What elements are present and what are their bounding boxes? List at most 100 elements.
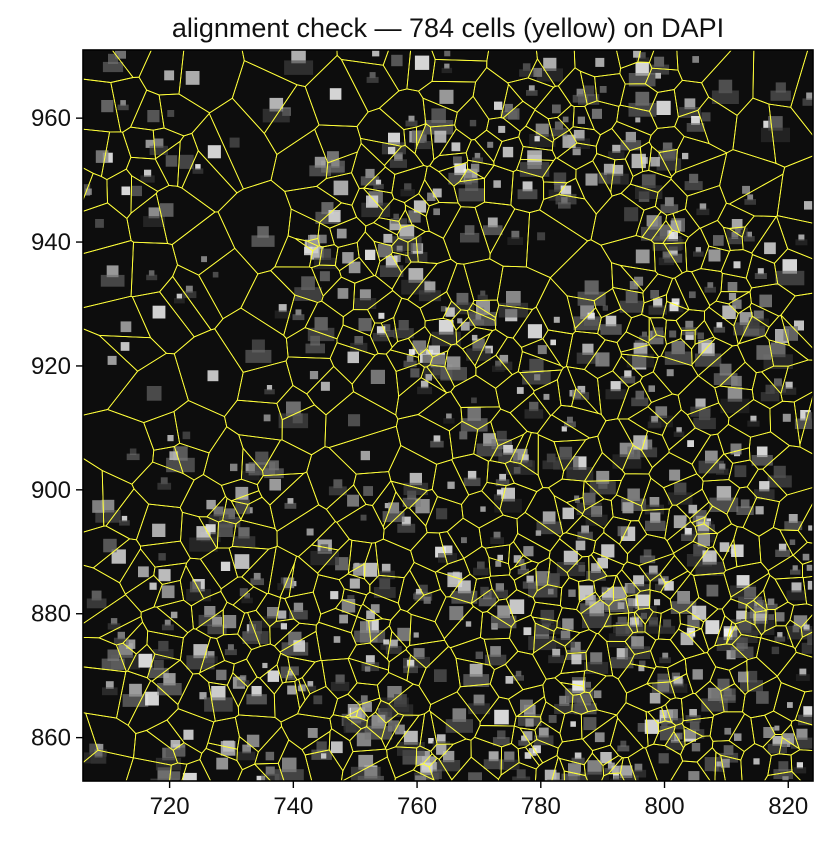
- dapi-nucleus: [689, 709, 697, 717]
- dapi-nucleus: [691, 116, 700, 125]
- cell-boundary: [627, 611, 639, 634]
- cell-boundary: [556, 738, 593, 766]
- cell-boundary: [363, 166, 396, 194]
- dapi-nucleus: [107, 355, 117, 365]
- cell-boundary: [407, 258, 458, 309]
- dapi-nucleus: [287, 498, 294, 504]
- cell-boundary: [155, 184, 216, 246]
- dapi-nucleus-halo: [754, 273, 767, 279]
- dapi-nucleus: [753, 310, 764, 321]
- cell-boundary: [669, 628, 706, 660]
- dapi-nucleus: [349, 578, 360, 589]
- dapi-nucleus-halo: [261, 616, 285, 628]
- dapi-nucleus: [121, 515, 128, 522]
- dapi-nucleus: [638, 665, 645, 672]
- y-tick-label: 940: [31, 229, 71, 256]
- dapi-nucleus: [697, 332, 704, 339]
- dapi-nucleus: [802, 553, 810, 561]
- dapi-nucleus: [478, 307, 485, 314]
- dapi-nucleus-halo: [261, 773, 280, 781]
- dapi-nucleus: [444, 50, 451, 57]
- dapi-nucleus-halo: [770, 90, 791, 101]
- dapi-nucleus: [333, 636, 341, 643]
- dapi-nucleus: [572, 680, 585, 693]
- dapi-nucleus: [682, 152, 689, 160]
- dapi-nucleus: [406, 355, 414, 362]
- dapi-nucleus: [738, 671, 749, 683]
- cell-boundary: [232, 658, 258, 688]
- dapi-nucleus: [457, 318, 463, 324]
- cell-boundary: [531, 639, 568, 680]
- dapi-nucleus: [689, 291, 696, 299]
- dapi-nucleus: [773, 465, 786, 478]
- dapi-nucleus-halo: [403, 360, 417, 368]
- dapi-nucleus-halo: [519, 69, 535, 77]
- dapi-nucleus: [663, 619, 672, 628]
- dapi-nucleus: [239, 588, 248, 597]
- dapi-nucleus-halo: [149, 145, 168, 155]
- dapi-nucleus: [189, 581, 201, 593]
- dapi-nucleus: [782, 413, 791, 422]
- dapi-nucleus: [791, 582, 802, 593]
- dapi-nucleus: [503, 445, 513, 455]
- dapi-nucleus-halo: [101, 658, 125, 671]
- dapi-nucleus-halo: [747, 420, 760, 427]
- dapi-nucleus-halo: [620, 376, 636, 384]
- dapi-nucleus-halo: [760, 127, 790, 143]
- dapi-nucleus-halo: [753, 605, 769, 614]
- dapi-nucleus-halo: [660, 204, 679, 214]
- dapi-nucleus: [562, 134, 576, 148]
- cell-boundary: [431, 459, 470, 506]
- dapi-nucleus: [656, 100, 671, 115]
- dapi-nucleus: [195, 164, 201, 170]
- dapi-nucleus: [595, 352, 610, 367]
- dapi-nucleus: [504, 103, 513, 113]
- dapi-nucleus-halo: [716, 468, 729, 475]
- dapi-nucleus-halo: [574, 703, 597, 715]
- dapi-nucleus: [146, 386, 162, 401]
- cell-boundary: [270, 128, 329, 192]
- cell-boundary: [648, 451, 698, 489]
- dapi-nucleus: [183, 729, 194, 740]
- dapi-nucleus: [771, 646, 780, 655]
- dapi-nucleus-halo: [350, 766, 381, 781]
- cell-boundary: [318, 202, 358, 229]
- dapi-nucleus: [617, 616, 627, 626]
- cell-boundary: [653, 242, 683, 279]
- cell-boundary: [386, 630, 408, 663]
- dapi-nucleus-halo: [498, 452, 518, 463]
- dapi-nucleus: [220, 561, 231, 571]
- dapi-nucleus: [537, 345, 547, 355]
- dapi-nucleus-halo: [619, 300, 644, 313]
- dapi-nucleus: [524, 752, 532, 759]
- cell-boundary: [391, 261, 439, 301]
- dapi-nucleus: [434, 130, 447, 143]
- dapi-nucleus-halo: [157, 683, 182, 696]
- dapi-nucleus-halo: [161, 624, 174, 631]
- cell-boundary: [709, 666, 736, 692]
- dapi-nucleus-halo: [498, 302, 529, 318]
- cell-boundary: [789, 603, 813, 628]
- dapi-nucleus-halo: [330, 681, 350, 692]
- dapi-nucleus: [505, 676, 514, 684]
- dapi-nucleus-halo: [182, 291, 197, 299]
- dapi-nucleus: [105, 681, 114, 689]
- dapi-nucleus: [591, 108, 602, 119]
- cell-boundary: [328, 425, 402, 475]
- cell-boundary: [509, 560, 540, 581]
- dapi-nucleus: [330, 591, 339, 600]
- dapi-nucleus: [185, 71, 200, 85]
- cell-boundary: [356, 107, 406, 147]
- dapi-nucleus: [657, 673, 669, 685]
- dapi-nucleus: [643, 549, 652, 558]
- dapi-nucleus-halo: [576, 352, 599, 364]
- cell-boundary: [431, 50, 490, 62]
- dapi-nucleus: [637, 723, 647, 732]
- cell-boundary: [336, 503, 385, 544]
- dapi-nucleus: [699, 203, 707, 210]
- dapi-nucleus: [409, 472, 422, 486]
- cell-boundary: [716, 202, 756, 229]
- dapi-nucleus: [513, 467, 521, 474]
- dapi-nucleus-halo: [95, 510, 121, 523]
- cell-boundary: [310, 264, 342, 297]
